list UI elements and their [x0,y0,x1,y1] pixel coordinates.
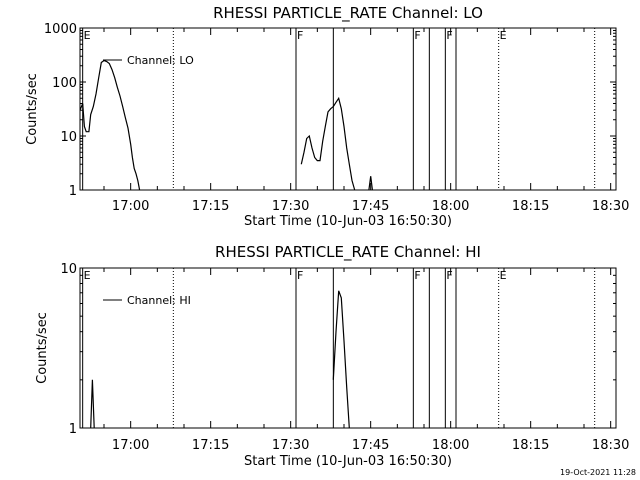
plot-frame [79,27,617,191]
legend-label: Channel: HI [127,294,191,307]
series-line [300,96,356,191]
x-tick-label: 17:15 [192,438,229,453]
y-tick-label: 100 [52,76,77,91]
chart-title: RHESSI PARTICLE_RATE Channel: LO [213,4,483,23]
x-tick-label: 17:00 [112,199,149,214]
y-axis-label: Counts/sec [25,73,40,145]
series-line [79,59,141,191]
chart-panel-1: RHESSI PARTICLE_RATE Channel: LO 1 10 100 10… [25,4,629,229]
timestamp-label: 19-Oct-2021 11:28 [560,468,636,477]
x-tick-label: 17:15 [192,199,229,214]
event-marker-label: F [446,269,452,282]
y-tick-label: 1000 [44,22,77,37]
plot-frame [79,267,617,429]
x-tick-label: 18:00 [432,438,469,453]
x-axis-label: Start Time (10-Jun-03 16:50:30) [244,454,452,469]
event-marker-label: E [500,29,507,42]
y-tick-label: 1 [69,184,77,199]
x-tick-label: 17:00 [112,438,149,453]
x-tick-label: 17:30 [272,199,309,214]
series-line [332,290,350,429]
y-axis-label: Counts/sec [35,312,50,384]
series-line [368,176,373,191]
series-line [90,379,95,429]
y-tick-label: 1 [69,422,77,437]
x-tick-label: 18:15 [512,438,549,453]
x-tick-label: 17:45 [352,199,389,214]
x-tick-label: 18:30 [592,438,629,453]
event-marker-label: F [446,29,452,42]
chart-title: RHESSI PARTICLE_RATE Channel: HI [215,243,481,262]
x-tick-label: 17:45 [352,438,389,453]
event-marker-label: E [84,269,91,282]
event-marker-label: E [84,29,91,42]
x-tick-label: 18:15 [512,199,549,214]
legend-label: Channel: LO [127,54,194,67]
chart-panel-2: RHESSI PARTICLE_RATE Channel: HI 1 10 17:00… [35,243,629,469]
event-marker-label: F [414,29,420,42]
x-tick-label: 17:30 [272,438,309,453]
event-marker-label: E [500,269,507,282]
y-tick-label: 10 [60,130,77,145]
x-axis-label: Start Time (10-Jun-03 16:50:30) [244,214,452,229]
event-marker-label: F [297,269,303,282]
event-marker-label: F [414,269,420,282]
y-tick-label: 10 [60,262,77,277]
x-tick-label: 18:00 [432,199,469,214]
x-tick-label: 18:30 [592,199,629,214]
event-marker-label: F [297,29,303,42]
